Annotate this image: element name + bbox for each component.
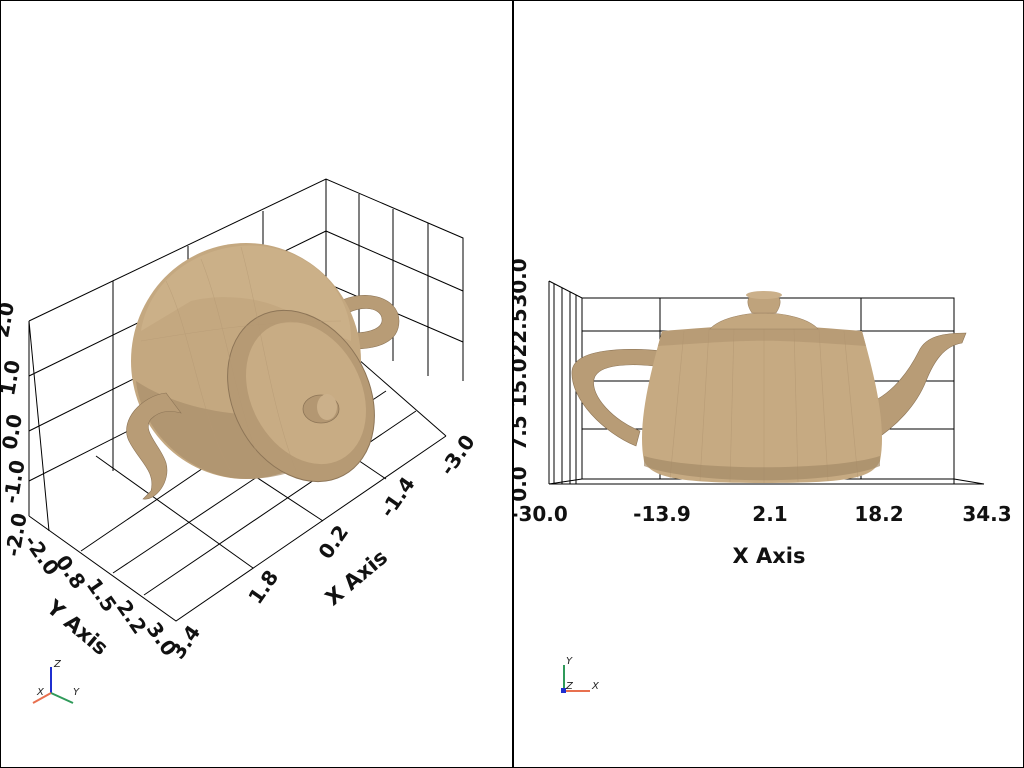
right-triad-y-label: Y [566, 656, 573, 667]
right-orientation-triad: Y X Z [561, 656, 600, 693]
left-teapot-mesh [126, 243, 400, 500]
right-y-tick-3: 22.5 [514, 308, 531, 357]
right-y-axis: 0.0 7.5 15.0 22.5 30.0 [514, 258, 531, 501]
left-x-tick-2: 0.2 [313, 521, 353, 564]
left-z-axis: 2.0 1.0 0.0 -1.0 -2.0 [1, 300, 50, 558]
left-render-viewport[interactable]: 2.0 1.0 0.0 -1.0 -2.0 -2.0 0.8 1.5 2.2 3… [0, 0, 512, 768]
right-teapot-mesh [571, 291, 967, 483]
right-y-tick-2: 15.0 [514, 358, 531, 407]
left-x-tick-4: -3.0 [435, 430, 480, 480]
right-y-tick-4: 30.0 [514, 258, 531, 307]
left-orientation-triad: Z Y X [32, 659, 80, 704]
right-triad-z-label: Z [565, 681, 574, 692]
left-y-axis: -2.0 0.8 1.5 2.2 3.0 Y Axis [19, 530, 181, 660]
right-x-tick-4: 34.3 [962, 502, 1011, 526]
left-triad-y-label: Y [73, 687, 80, 698]
right-triad-x-label: X [591, 681, 600, 692]
right-y-tick-1: 7.5 [514, 415, 531, 450]
left-x-tick-1: 1.8 [243, 566, 283, 609]
left-z-tick-2: 0.0 [1, 412, 27, 451]
left-z-tick-1: 1.0 [1, 358, 25, 397]
left-triad-z-label: Z [53, 659, 62, 670]
right-x-tick-2: 2.1 [752, 502, 787, 526]
left-triad-x-label: X [36, 687, 45, 698]
left-z-tick-0: 2.0 [1, 300, 19, 339]
left-z-tick-3: -1.0 [1, 458, 30, 505]
right-plot-canvas: 0.0 7.5 15.0 22.5 30.0 -30.0 -13.9 2.1 1… [514, 258, 1012, 693]
right-x-tick-1: -13.9 [633, 502, 691, 526]
right-x-axis: -30.0 -13.9 2.1 18.2 34.3 X Axis [514, 502, 1012, 568]
right-render-viewport[interactable]: 0.0 7.5 15.0 22.5 30.0 -30.0 -13.9 2.1 1… [512, 0, 1024, 768]
right-x-tick-3: 18.2 [854, 502, 903, 526]
right-x-axis-title: X Axis [733, 544, 806, 568]
left-x-tick-0: 3.4 [165, 621, 205, 664]
right-x-tick-0: -30.0 [514, 502, 568, 526]
left-plot-canvas: 2.0 1.0 0.0 -1.0 -2.0 -2.0 0.8 1.5 2.2 3… [1, 178, 480, 704]
right-y-tick-0: 0.0 [514, 466, 531, 501]
